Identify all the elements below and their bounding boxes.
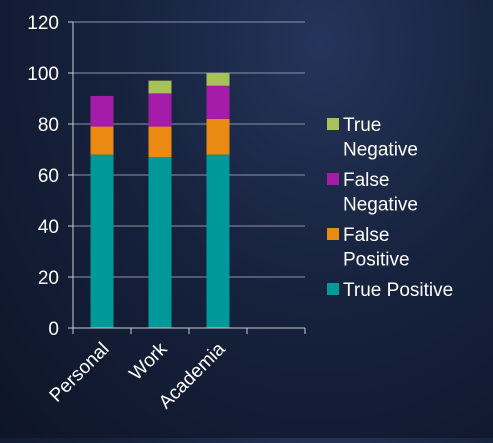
x-tick-label-personal: Personal — [46, 339, 114, 407]
bar-true-positive-work — [148, 157, 172, 328]
y-tick-label: 100 — [27, 64, 59, 85]
y-tick-label: 120 — [27, 13, 59, 34]
y-tick-label: 60 — [38, 166, 59, 187]
bar-false-positive-personal — [90, 126, 114, 155]
bar-false-positive-academia — [206, 118, 230, 155]
bar-true-negative-academia — [206, 73, 230, 86]
y-tick-label: 0 — [48, 319, 59, 340]
y-tick-label: 20 — [38, 268, 59, 289]
y-tick-label: 40 — [38, 217, 59, 238]
y-tick-labels: 0 20 40 60 80 100 120 — [27, 13, 59, 340]
legend-label-false-negative: False Negative — [343, 170, 418, 216]
legend-swatch-true-positive — [327, 283, 339, 295]
legend-label-false-positive: False Positive — [343, 225, 410, 271]
bar-true-positive-academia — [206, 154, 230, 328]
legend: True Negative False Negative False Positive Tr… — [327, 115, 453, 301]
y-tick-label: 80 — [38, 115, 59, 136]
x-tick-label-work: Work — [126, 338, 172, 384]
legend-swatch-true-negative — [327, 118, 339, 130]
axes — [68, 21, 306, 334]
legend-label-true-positive: True Positive — [343, 280, 453, 301]
bar-false-positive-work — [148, 126, 172, 158]
bar-true-positive-personal — [90, 154, 114, 328]
bars — [90, 73, 230, 328]
legend-label-true-negative: True Negative — [343, 115, 418, 161]
legend-swatch-false-negative — [327, 173, 339, 185]
bar-false-negative-personal — [90, 95, 114, 127]
legend-swatch-false-positive — [327, 228, 339, 240]
bar-false-negative-academia — [206, 85, 230, 119]
bar-true-negative-work — [148, 80, 172, 94]
bar-false-negative-work — [148, 93, 172, 127]
